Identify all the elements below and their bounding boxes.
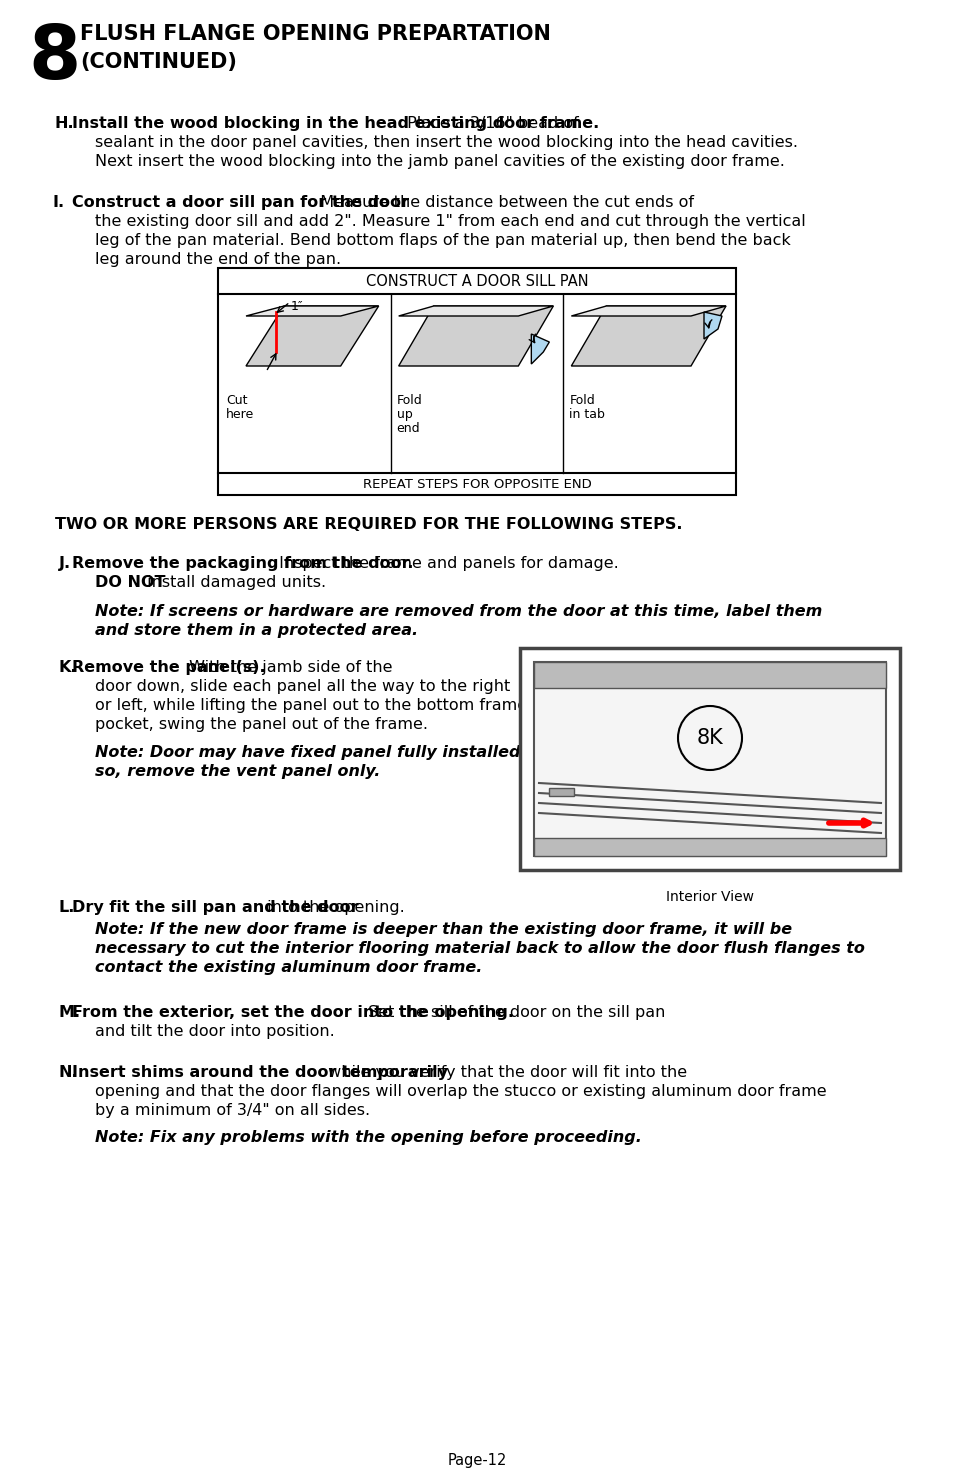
Text: Fold: Fold [569,394,595,407]
Text: and store them in a protected area.: and store them in a protected area. [95,622,417,639]
Text: or left, while lifting the panel out to the bottom frame: or left, while lifting the panel out to … [95,698,527,712]
Bar [519,648,899,870]
Bar [218,268,735,496]
Text: Set the sill of the door on the sill pan: Set the sill of the door on the sill pan [363,1004,664,1021]
Text: Remove the packaging from the door.: Remove the packaging from the door. [71,556,413,571]
Text: Note: Door may have fixed panel fully installed. If: Note: Door may have fixed panel fully in… [95,745,545,760]
Polygon shape [571,305,725,366]
Text: Note: If the new door frame is deeper than the existing door frame, it will be: Note: If the new door frame is deeper th… [95,922,791,937]
Text: while you verify that the door will fit into the: while you verify that the door will fit … [323,1065,686,1080]
Text: here: here [226,409,254,420]
Text: opening and that the door flanges will overlap the stucco or existing aluminum d: opening and that the door flanges will o… [95,1084,825,1099]
Polygon shape [398,305,553,366]
Text: Note: If screens or hardware are removed from the door at this time, label them: Note: If screens or hardware are removed… [95,603,821,620]
Text: door down, slide each panel all the way to the right: door down, slide each panel all the way … [95,678,510,695]
Text: up: up [396,409,412,420]
Text: Insert shims around the door temporarily: Insert shims around the door temporarily [71,1065,448,1080]
Bar [534,838,885,856]
Text: J.: J. [59,556,71,571]
Text: Remove the panel(s).: Remove the panel(s). [71,659,265,676]
Polygon shape [246,305,378,366]
Text: CONSTRUCT A DOOR SILL PAN: CONSTRUCT A DOOR SILL PAN [365,273,588,289]
Text: Dry fit the sill pan and the door: Dry fit the sill pan and the door [71,900,358,914]
Text: H.: H. [55,117,74,131]
Text: Install the wood blocking in the head existing door frame.: Install the wood blocking in the head ex… [71,117,598,131]
Text: so, remove the vent panel only.: so, remove the vent panel only. [95,764,380,779]
Polygon shape [531,333,549,364]
Text: end: end [396,422,420,435]
Polygon shape [571,305,725,316]
Text: install damaged units.: install damaged units. [142,575,326,590]
Text: From the exterior, set the door into the opening.: From the exterior, set the door into the… [71,1004,514,1021]
Polygon shape [703,313,721,339]
Text: REPEAT STEPS FOR OPPOSITE END: REPEAT STEPS FOR OPPOSITE END [362,478,591,491]
Text: 8: 8 [28,22,80,94]
Text: into the opening.: into the opening. [262,900,404,914]
Text: sealant in the door panel cavities, then insert the wood blocking into the head : sealant in the door panel cavities, then… [95,136,797,150]
Text: Note: Fix any problems with the opening before proceeding.: Note: Fix any problems with the opening … [95,1130,641,1145]
Text: I.: I. [53,195,65,209]
Bar [534,662,885,855]
Text: M.: M. [59,1004,81,1021]
Text: Page-12: Page-12 [447,1453,506,1468]
Text: TWO OR MORE PERSONS ARE REQUIRED FOR THE FOLLOWING STEPS.: TWO OR MORE PERSONS ARE REQUIRED FOR THE… [55,518,681,532]
Text: and tilt the door into position.: and tilt the door into position. [95,1024,335,1038]
Bar [548,788,574,797]
Text: DO NOT: DO NOT [95,575,165,590]
Bar [534,662,885,687]
Text: necessary to cut the interior flooring material back to allow the door flush fla: necessary to cut the interior flooring m… [95,941,864,956]
Text: by a minimum of 3/4" on all sides.: by a minimum of 3/4" on all sides. [95,1103,370,1118]
Text: Construct a door sill pan for the door: Construct a door sill pan for the door [71,195,409,209]
Text: leg of the pan material. Bend bottom flaps of the pan material up, then bend the: leg of the pan material. Bend bottom fla… [95,233,790,248]
Text: Next insert the wood blocking into the jamb panel cavities of the existing door : Next insert the wood blocking into the j… [95,153,784,170]
Text: N.: N. [59,1065,78,1080]
Text: With the jamb side of the: With the jamb side of the [184,659,392,676]
Text: 8K: 8K [696,729,722,748]
Text: contact the existing aluminum door frame.: contact the existing aluminum door frame… [95,960,482,975]
Text: the existing door sill and add 2". Measure 1" from each end and cut through the : the existing door sill and add 2". Measu… [95,214,805,229]
Text: Cut: Cut [226,394,247,407]
Bar [534,662,885,687]
Text: Place a 3/16" bead of: Place a 3/16" bead of [401,117,578,131]
Text: in tab: in tab [569,409,604,420]
Text: pocket, swing the panel out of the frame.: pocket, swing the panel out of the frame… [95,717,428,732]
Polygon shape [246,305,378,316]
Text: (CONTINUED): (CONTINUED) [80,52,236,72]
Text: 1″: 1″ [291,299,303,313]
Text: Interior View: Interior View [665,889,753,904]
Text: FLUSH FLANGE OPENING PREPARTATION: FLUSH FLANGE OPENING PREPARTATION [80,24,550,44]
Text: Fold: Fold [396,394,422,407]
Text: Inspect the frame and panels for damage.: Inspect the frame and panels for damage. [274,556,618,571]
Text: . Measure the distance between the cut ends of: . Measure the distance between the cut e… [310,195,693,209]
Text: L.: L. [59,900,75,914]
Polygon shape [398,305,553,316]
Text: leg around the end of the pan.: leg around the end of the pan. [95,252,341,267]
Text: K.: K. [59,659,77,676]
